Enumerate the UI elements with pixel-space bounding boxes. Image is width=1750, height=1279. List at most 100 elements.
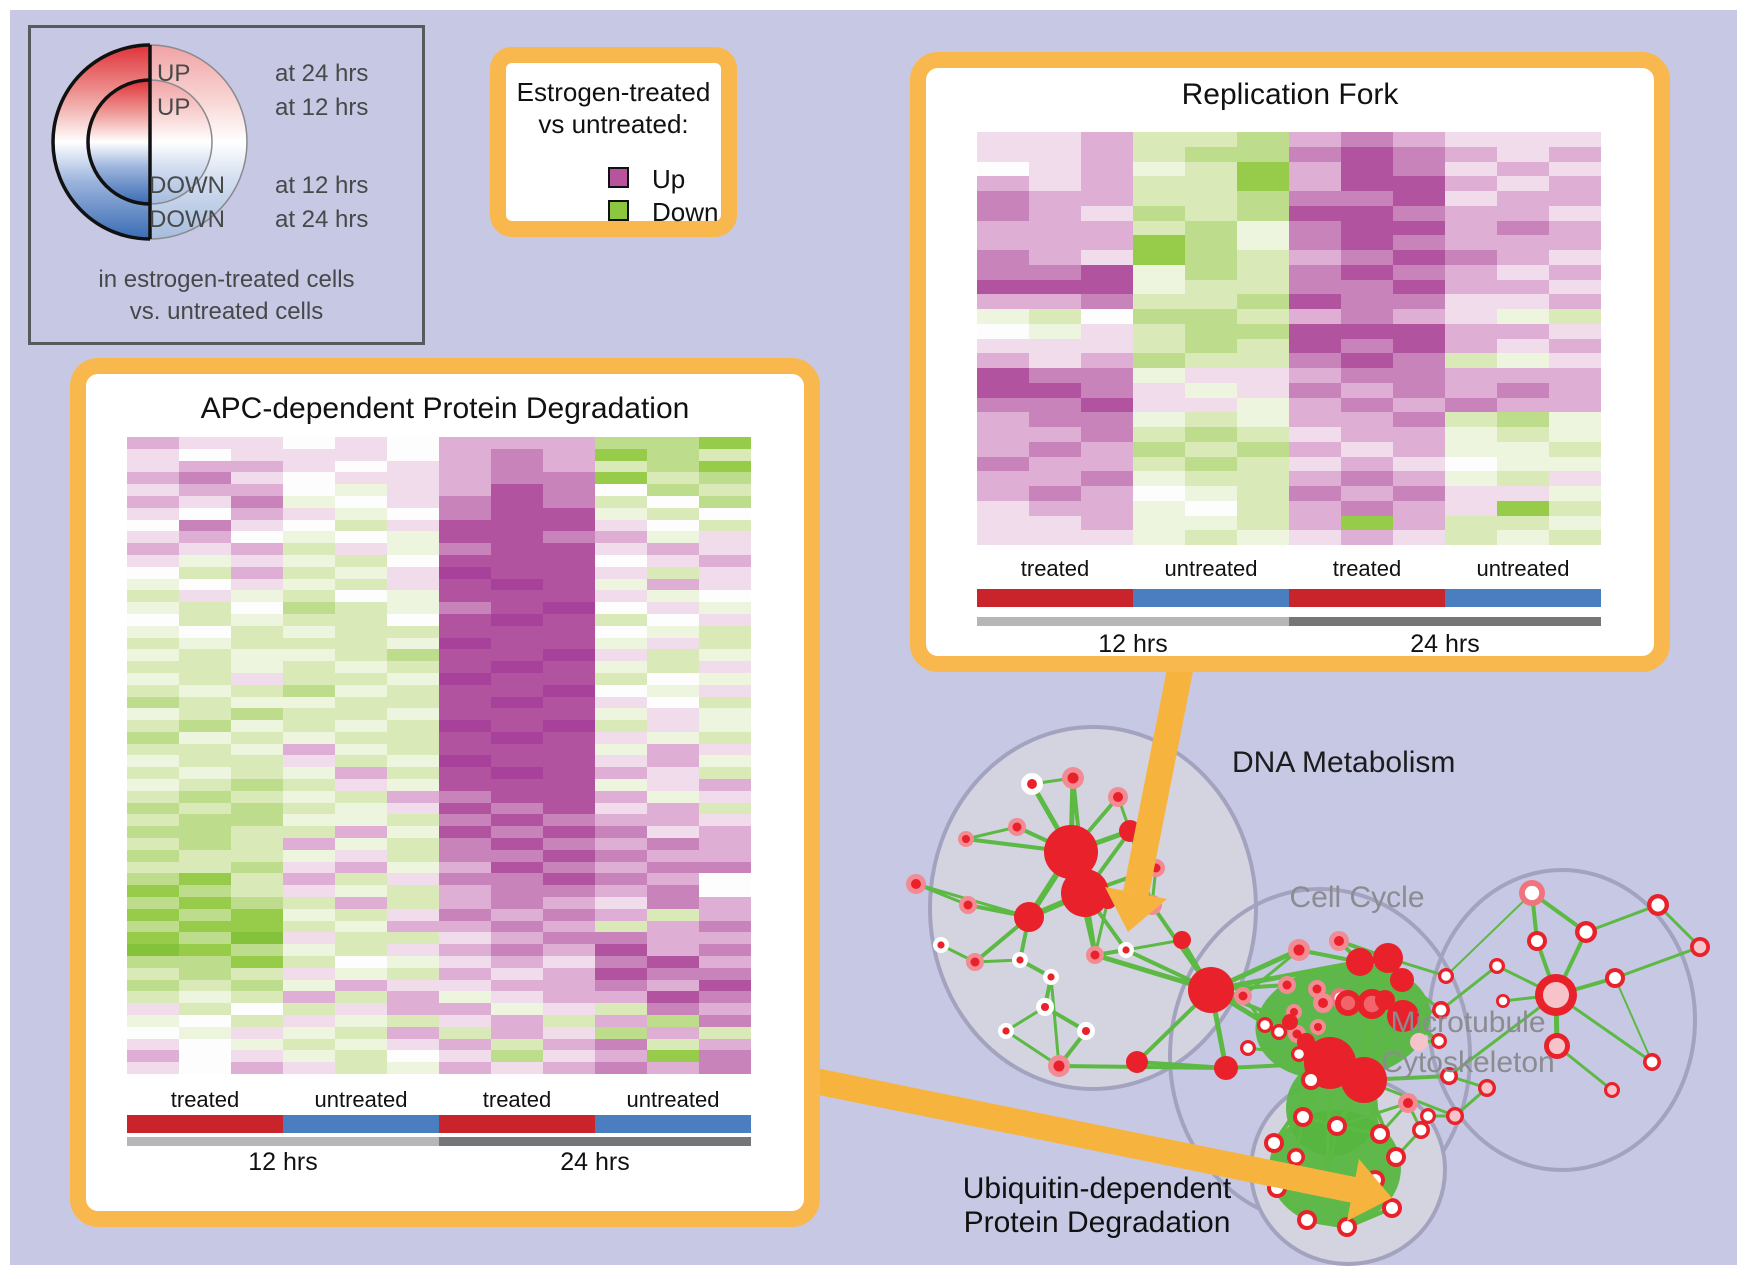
heatmap-cell — [977, 382, 1029, 398]
heatmap-cell — [595, 590, 647, 603]
heatmap-cell — [387, 755, 439, 768]
group-label-treated-12hrs: treated — [170, 1087, 240, 1112]
heatmap-cell — [127, 472, 179, 485]
heatmap-cell — [127, 460, 179, 473]
heatmap-cell — [491, 495, 543, 508]
heatmap-cell — [1185, 486, 1237, 501]
heatmap-cell — [439, 472, 491, 485]
heatmap-cell — [1445, 530, 1497, 545]
heatmap-cell — [179, 437, 231, 449]
heatmap-cell — [1393, 530, 1445, 545]
heatmap-cell — [1029, 397, 1081, 413]
heatmap-cell — [1081, 132, 1133, 147]
heatmap-cell — [387, 731, 439, 744]
heatmap-cell — [283, 613, 335, 626]
heatmap-cell — [439, 920, 491, 933]
heatmap-cell — [127, 932, 179, 945]
heatmap-cell — [1445, 250, 1497, 265]
heatmap-cell — [179, 755, 231, 768]
heatmap-cell — [1497, 250, 1549, 265]
heatmap-cell — [543, 1015, 595, 1027]
heatmap-cell — [179, 672, 231, 685]
heatmap-cell — [1341, 353, 1393, 368]
heatmap-cell — [1549, 323, 1601, 339]
heatmap-cell — [491, 460, 543, 473]
heatmap-cell — [335, 684, 387, 697]
ring-dir-down-24: DOWN — [149, 206, 225, 233]
heatmap-cell — [387, 661, 439, 673]
heatmap-cell — [231, 484, 283, 496]
heatmap-cell — [491, 767, 543, 780]
heatmap-cell — [439, 979, 491, 992]
heatmap-cell — [1445, 309, 1497, 324]
heatmap-cell — [387, 543, 439, 555]
heatmap-cell — [335, 826, 387, 839]
heatmap-cell — [1029, 441, 1081, 457]
heatmap-cell — [977, 456, 1029, 472]
heatmap-cell — [1185, 397, 1237, 413]
apc-degradation-panel: APC-dependent Protein Degradation treate… — [70, 358, 820, 1227]
heatmap-cell — [699, 613, 751, 626]
heatmap-cell — [231, 684, 283, 697]
heatmap-cell — [1289, 397, 1341, 413]
heatmap-cell — [439, 720, 491, 732]
heatmap-cell — [699, 519, 751, 532]
heatmap-cell — [595, 1026, 647, 1039]
heatmap-cell — [699, 908, 751, 921]
heatmap-cell — [387, 767, 439, 780]
heatmap-cell — [231, 637, 283, 650]
heatmap-cell — [491, 897, 543, 909]
heatmap-cell — [647, 967, 699, 980]
heatmap-cell — [543, 625, 595, 638]
heatmap-cell — [699, 448, 751, 461]
heatmap-cell — [1497, 368, 1549, 383]
heatmap-cell — [1289, 530, 1341, 545]
heatmap-cell — [1029, 368, 1081, 383]
heatmap-cell — [1133, 309, 1185, 324]
heatmap-cell — [543, 944, 595, 957]
heatmap-cell — [1549, 441, 1601, 457]
heatmap-cell — [647, 873, 699, 886]
heatmap-cell — [491, 637, 543, 650]
up-color-swatch — [608, 167, 629, 188]
heatmap-cell — [543, 566, 595, 579]
heatmap-cell — [231, 672, 283, 685]
heatmap-cell — [1549, 382, 1601, 398]
heatmap-cell — [543, 967, 595, 980]
heatmap-cell — [387, 873, 439, 886]
heatmap-cell — [335, 460, 387, 473]
heatmap-cell — [1393, 309, 1445, 324]
heatmap-cell — [1393, 176, 1445, 191]
heatmap-cell — [179, 637, 231, 650]
heatmap-cell — [179, 578, 231, 591]
heatmap-cell — [231, 1050, 283, 1063]
heatmap-cell — [1497, 441, 1549, 457]
heatmap-cell — [387, 790, 439, 803]
heatmap-cell — [1549, 500, 1601, 516]
heatmap-cell — [1081, 530, 1133, 545]
heatmap-cell — [699, 625, 751, 638]
heatmap-cell — [647, 838, 699, 850]
heatmap-cell — [595, 613, 647, 626]
heatmap-cell — [491, 849, 543, 862]
heatmap-cell — [1393, 205, 1445, 221]
heatmap-cell — [647, 672, 699, 685]
gene-node-owhite — [1498, 996, 1508, 1006]
heatmap-cell — [127, 637, 179, 650]
gene-node-owhite — [1290, 1151, 1302, 1163]
heatmap-cell — [335, 448, 387, 461]
heatmap-cell — [231, 956, 283, 968]
heatmap-cell — [595, 743, 647, 756]
heatmap-cell — [977, 176, 1029, 191]
heatmap-cell — [647, 507, 699, 520]
heatmap-cell — [647, 1003, 699, 1016]
heatmap-cell — [595, 967, 647, 980]
heatmap-cell — [647, 590, 699, 603]
heatmap-cell — [231, 920, 283, 933]
heatmap-cell — [595, 897, 647, 909]
heatmap-cell — [1497, 500, 1549, 516]
group-label-untreated-12hrs: untreated — [314, 1087, 408, 1112]
heatmap-cell — [1341, 235, 1393, 250]
gene-node-owhite — [1294, 1049, 1304, 1059]
heatmap-cell — [387, 956, 439, 968]
